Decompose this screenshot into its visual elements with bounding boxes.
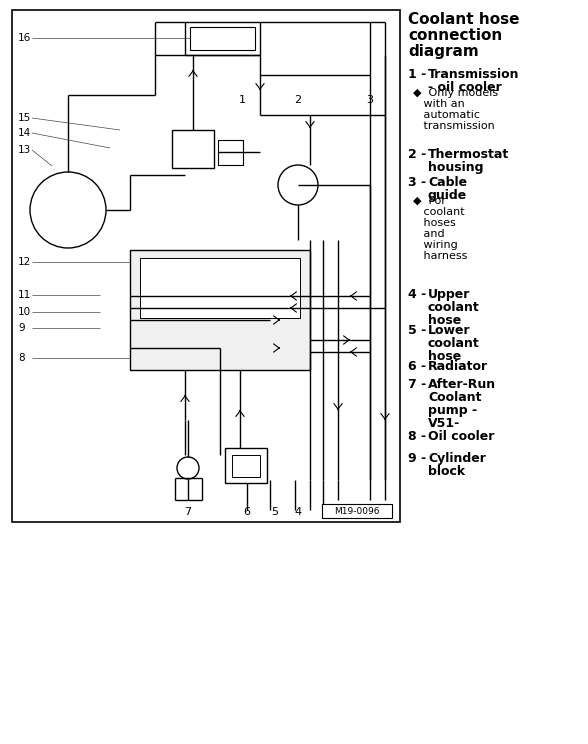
Text: Oil cooler: Oil cooler	[428, 430, 495, 443]
Text: and: and	[413, 229, 445, 239]
Text: 8 -: 8 -	[408, 430, 430, 443]
Text: hoses: hoses	[413, 218, 456, 228]
Text: 12: 12	[18, 257, 31, 267]
Text: 16: 16	[18, 33, 31, 43]
Text: Lower: Lower	[428, 324, 470, 337]
Bar	[190, 27, 255, 50]
Text: hose: hose	[428, 314, 461, 327]
Text: 2 -: 2 -	[408, 148, 430, 161]
Bar	[225, 448, 267, 483]
Text: 5: 5	[272, 507, 279, 517]
Circle shape	[278, 165, 318, 205]
Text: 7: 7	[185, 507, 192, 517]
Text: with an: with an	[413, 99, 465, 109]
Circle shape	[177, 457, 199, 479]
Bar	[322, 504, 392, 518]
Text: Cylinder: Cylinder	[428, 452, 486, 465]
Text: V51-: V51-	[428, 417, 460, 430]
Text: transmission: transmission	[413, 121, 495, 131]
Text: Coolant hose: Coolant hose	[408, 12, 520, 27]
Bar	[172, 130, 214, 168]
Text: pump -: pump -	[428, 404, 477, 417]
Text: 6: 6	[243, 507, 250, 517]
Text: 13: 13	[18, 145, 31, 155]
Text: - oil cooler: - oil cooler	[428, 81, 502, 94]
Text: 7 -: 7 -	[408, 378, 430, 391]
Text: Upper: Upper	[428, 288, 470, 301]
Text: 15: 15	[18, 113, 31, 123]
Text: connection: connection	[408, 28, 502, 43]
Text: 5 -: 5 -	[408, 324, 430, 337]
Text: block: block	[428, 465, 465, 478]
Text: 3 -: 3 -	[408, 176, 430, 189]
Text: guide: guide	[428, 189, 467, 202]
Text: housing: housing	[428, 161, 483, 174]
Bar	[232, 455, 260, 477]
Bar	[130, 250, 310, 370]
Bar	[185, 22, 260, 55]
Text: Coolant: Coolant	[428, 391, 482, 404]
Text: 10: 10	[18, 307, 31, 317]
Text: 4: 4	[295, 507, 302, 517]
Text: wiring: wiring	[413, 240, 457, 250]
Text: ◆  Only models: ◆ Only models	[413, 88, 498, 98]
Text: 3: 3	[366, 95, 373, 105]
Bar	[218, 140, 243, 165]
Text: automatic: automatic	[413, 110, 480, 120]
Bar	[12, 10, 400, 522]
Text: 1 -: 1 -	[408, 68, 430, 81]
Text: diagram: diagram	[408, 44, 479, 59]
Text: 9 -: 9 -	[408, 452, 430, 465]
Text: Radiator: Radiator	[428, 360, 488, 373]
Text: 9: 9	[18, 323, 25, 333]
Text: Thermostat: Thermostat	[428, 148, 509, 161]
Text: Cable: Cable	[428, 176, 467, 189]
Bar	[140, 258, 300, 318]
Text: coolant: coolant	[428, 301, 480, 314]
Circle shape	[30, 172, 106, 248]
Text: ◆  For: ◆ For	[413, 196, 446, 206]
Text: hose: hose	[428, 350, 461, 363]
Text: After-Run: After-Run	[428, 378, 496, 391]
Text: 1: 1	[239, 95, 246, 105]
Text: 8: 8	[18, 353, 25, 363]
Text: coolant: coolant	[413, 207, 465, 217]
Text: 2: 2	[295, 95, 302, 105]
Text: Transmission: Transmission	[428, 68, 520, 81]
Text: 11: 11	[18, 290, 31, 300]
Text: harness: harness	[413, 251, 467, 261]
Text: 4 -: 4 -	[408, 288, 430, 301]
Text: M19-0096: M19-0096	[334, 507, 380, 516]
Text: coolant: coolant	[428, 337, 480, 350]
Text: 6 -: 6 -	[408, 360, 430, 373]
Text: 14: 14	[18, 128, 31, 138]
